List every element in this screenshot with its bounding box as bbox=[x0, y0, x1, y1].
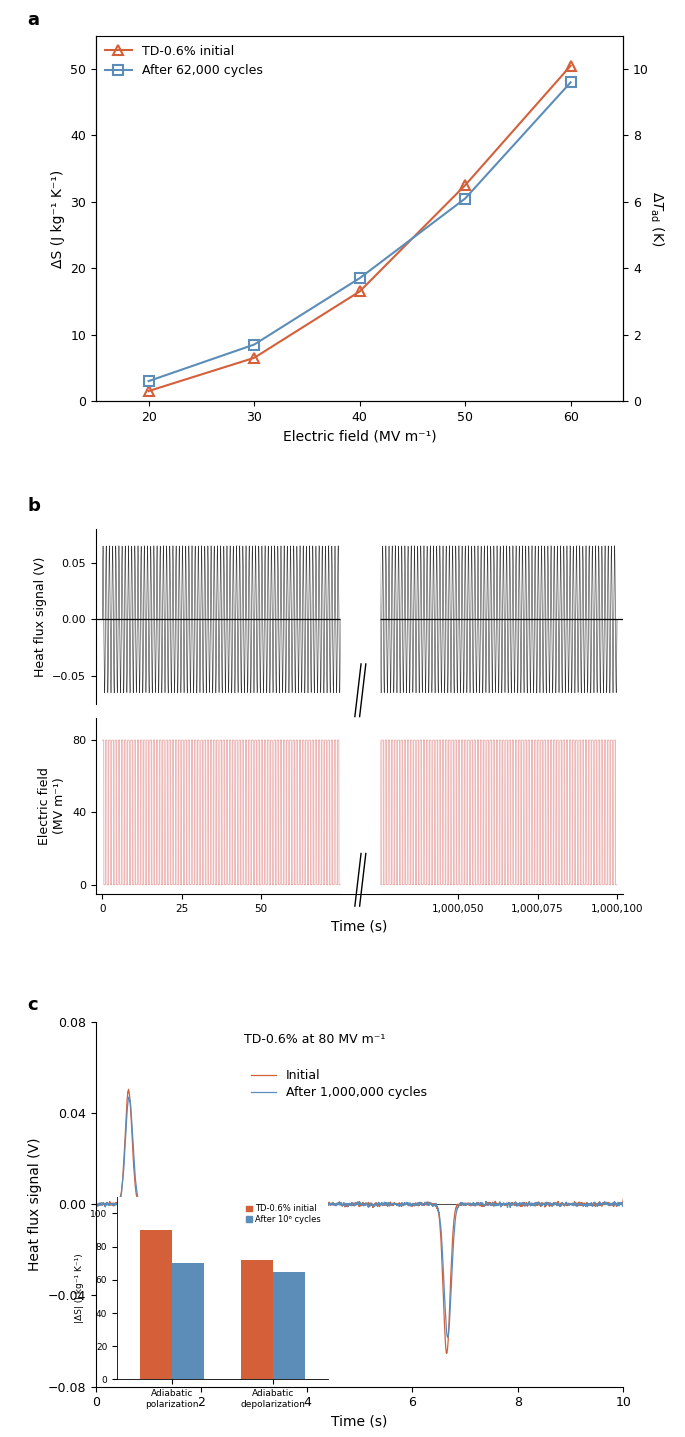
TD-0.6% initial bbox=[145, 382, 153, 399]
Line: After 1,000,000 cycles: After 1,000,000 cycles bbox=[96, 1096, 623, 1338]
After 1,000,000 cycles bbox=[92, 1193, 100, 1210]
Legend: TD-0.6% initial, After 62,000 cycles: TD-0.6% initial, After 62,000 cycles bbox=[102, 42, 266, 79]
After 1,000,000 cycles bbox=[404, 1194, 412, 1211]
Initial bbox=[125, 1081, 133, 1098]
Initial bbox=[511, 1196, 519, 1213]
Y-axis label: Electric field
(MV m⁻¹): Electric field (MV m⁻¹) bbox=[38, 767, 66, 845]
After 1,000,000 cycles bbox=[283, 1196, 291, 1213]
TD-0.6% initial bbox=[566, 57, 575, 75]
TD-0.6% initial bbox=[250, 349, 258, 366]
Initial bbox=[619, 1191, 627, 1209]
After 62,000 cycles bbox=[356, 270, 364, 287]
TD-0.6% initial bbox=[356, 283, 364, 300]
After 62,000 cycles bbox=[461, 190, 469, 207]
Line: TD-0.6% initial: TD-0.6% initial bbox=[144, 60, 575, 397]
Y-axis label: Heat flux signal (V): Heat flux signal (V) bbox=[28, 1138, 42, 1270]
Bar bbox=[340, 710, 379, 902]
Text: a: a bbox=[27, 10, 39, 29]
After 1,000,000 cycles bbox=[125, 1088, 133, 1105]
Line: After 62,000 cycles: After 62,000 cycles bbox=[144, 78, 575, 387]
Y-axis label: ΔS (J kg⁻¹ K⁻¹): ΔS (J kg⁻¹ K⁻¹) bbox=[51, 170, 64, 267]
After 62,000 cycles bbox=[145, 372, 153, 389]
After 1,000,000 cycles bbox=[483, 1194, 491, 1211]
After 1,000,000 cycles bbox=[119, 1174, 127, 1191]
After 1,000,000 cycles bbox=[511, 1194, 519, 1211]
Bar bbox=[340, 0, 379, 1437]
Text: b: b bbox=[27, 497, 40, 514]
After 1,000,000 cycles bbox=[427, 1196, 435, 1213]
After 1,000,000 cycles bbox=[444, 1329, 452, 1346]
Bar bbox=[340, 724, 379, 901]
Initial bbox=[443, 1345, 451, 1362]
Line: Initial: Initial bbox=[96, 1089, 623, 1354]
Legend: Initial, After 1,000,000 cycles: Initial, After 1,000,000 cycles bbox=[250, 1068, 428, 1101]
After 62,000 cycles bbox=[566, 73, 575, 91]
Initial bbox=[404, 1196, 412, 1213]
X-axis label: Time (s): Time (s) bbox=[332, 920, 388, 933]
Initial bbox=[427, 1196, 435, 1213]
Text: TD-0.6% at 80 MV m⁻¹: TD-0.6% at 80 MV m⁻¹ bbox=[244, 1033, 385, 1046]
X-axis label: Time (s): Time (s) bbox=[332, 1415, 388, 1428]
TD-0.6% initial bbox=[461, 177, 469, 194]
Initial bbox=[483, 1196, 491, 1213]
Initial bbox=[92, 1194, 100, 1211]
X-axis label: Electric field (MV m⁻¹): Electric field (MV m⁻¹) bbox=[283, 430, 436, 443]
Text: c: c bbox=[27, 996, 38, 1015]
Y-axis label: $\Delta T_\mathrm{ad}$ (K): $\Delta T_\mathrm{ad}$ (K) bbox=[648, 191, 666, 246]
Y-axis label: Heat flux signal (V): Heat flux signal (V) bbox=[34, 556, 47, 677]
Initial bbox=[283, 1196, 291, 1213]
After 1,000,000 cycles bbox=[619, 1196, 627, 1213]
Bar bbox=[340, 0, 379, 1437]
Initial bbox=[119, 1174, 127, 1191]
After 62,000 cycles bbox=[250, 336, 258, 354]
